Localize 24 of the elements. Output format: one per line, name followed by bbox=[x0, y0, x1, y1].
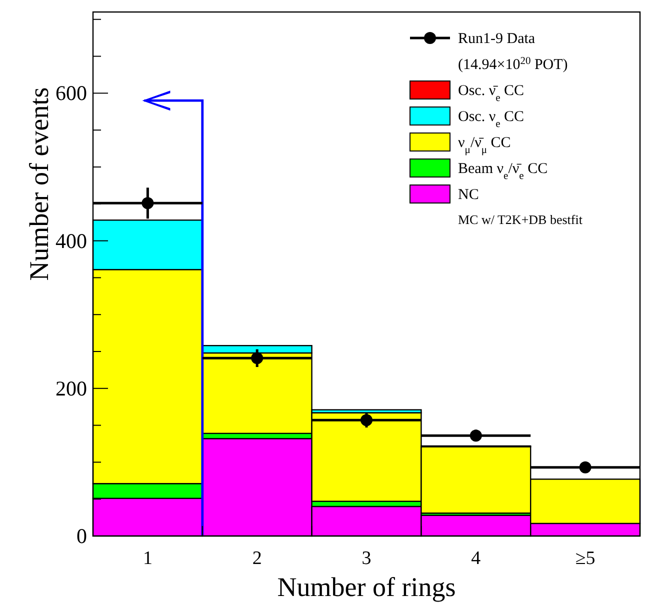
legend-label: ν$_{μ}$/ν̄$_{μ}$ CC bbox=[458, 135, 511, 156]
annotation: (14.94×10$^{20}$ POT) bbox=[458, 56, 568, 73]
x-tick-label: 2 bbox=[252, 548, 262, 569]
x-axis-title: Number of rings bbox=[277, 572, 456, 602]
point bbox=[251, 352, 264, 364]
y-tick-label: 600 bbox=[56, 81, 87, 106]
legend-label: NC bbox=[458, 187, 479, 203]
legend-label: Beam ν$_{e}$/ν̄$_{e}$ CC bbox=[458, 161, 548, 182]
legend-label: Osc. ν$_{e}$ CC bbox=[458, 109, 524, 130]
legend-label: Run1-9 Data bbox=[458, 31, 536, 47]
x-tick-label: 3 bbox=[362, 548, 372, 569]
point bbox=[579, 461, 592, 474]
legend-label: Osc. ν̄$_{e}$ CC bbox=[458, 83, 524, 104]
annotation: MC w/ T2K+DB bestfit bbox=[458, 212, 583, 227]
y-tick-label: 200 bbox=[56, 376, 87, 400]
x-tick-label: 4 bbox=[471, 548, 482, 569]
y-tick-label: 0 bbox=[76, 524, 87, 548]
point bbox=[470, 430, 482, 442]
y-tick-label: 400 bbox=[56, 228, 87, 253]
x-tick-label: ≥5 bbox=[575, 548, 596, 569]
y-axis-title: Number of events bbox=[24, 87, 54, 281]
x-tick-label: 1 bbox=[142, 548, 152, 569]
point bbox=[142, 197, 154, 210]
point bbox=[360, 414, 372, 426]
